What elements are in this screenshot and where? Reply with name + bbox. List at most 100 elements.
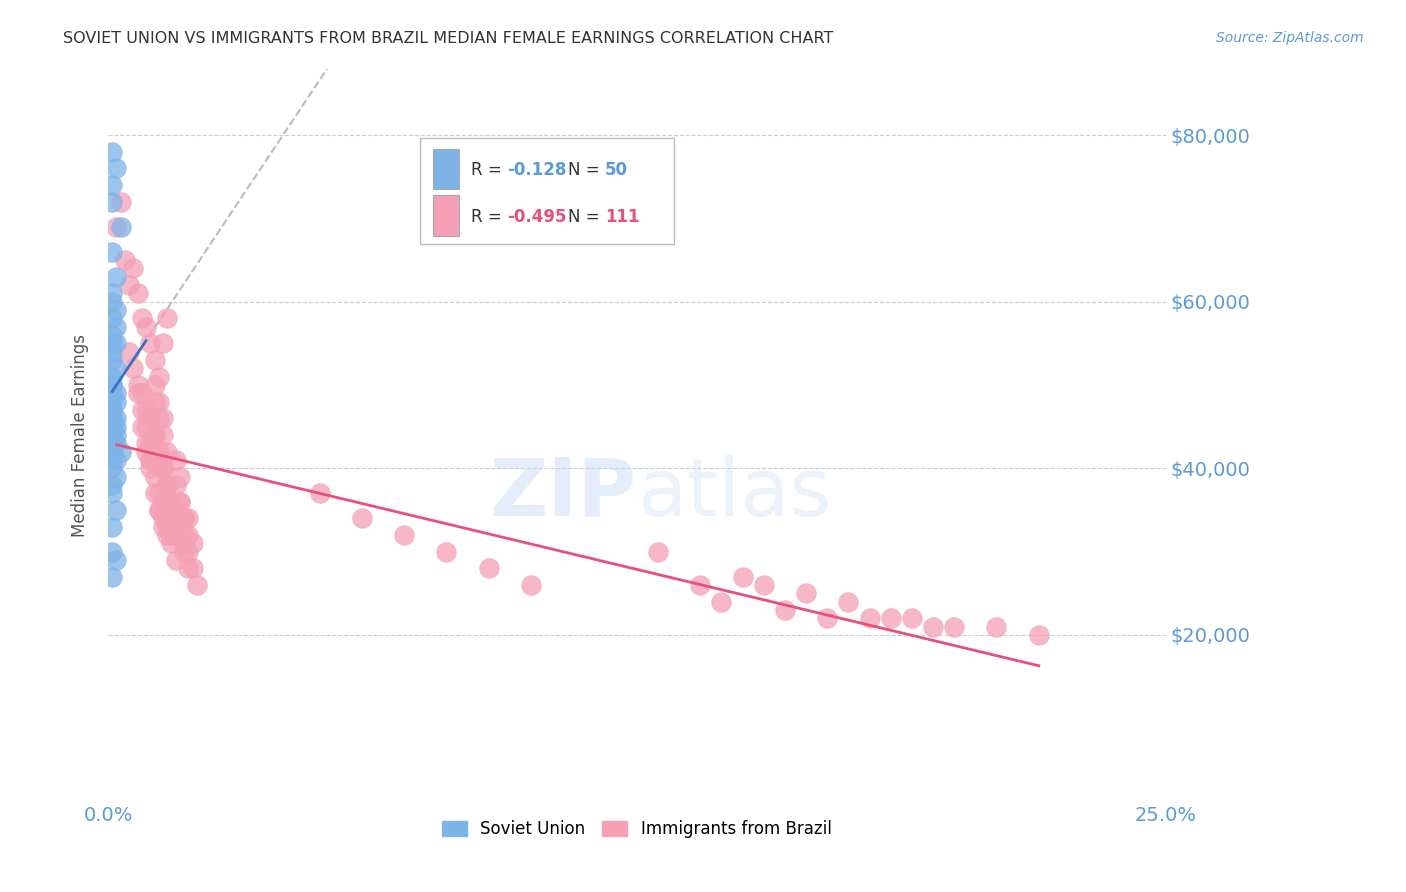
Point — [139, 453, 162, 467]
Text: R =: R = — [471, 208, 506, 226]
Point — [1028, 628, 1050, 642]
Point — [101, 294, 124, 309]
Point — [156, 528, 179, 542]
Point — [101, 419, 124, 434]
Point — [160, 519, 183, 533]
Point — [731, 569, 754, 583]
Point — [148, 503, 170, 517]
Bar — [433, 195, 460, 235]
Point — [173, 536, 195, 550]
Point — [148, 394, 170, 409]
Point — [156, 519, 179, 533]
Point — [478, 561, 501, 575]
Point — [110, 194, 132, 209]
Text: R =: R = — [471, 161, 506, 178]
Bar — [433, 149, 460, 189]
Point — [520, 578, 543, 592]
Point — [165, 528, 187, 542]
Point — [181, 536, 204, 550]
Point — [139, 436, 162, 450]
Point — [181, 561, 204, 575]
Point — [143, 428, 166, 442]
Point — [101, 145, 124, 159]
Point — [105, 361, 128, 376]
Point — [101, 403, 124, 417]
Point — [101, 416, 124, 430]
Point — [152, 519, 174, 533]
Point — [131, 311, 153, 326]
Point — [156, 311, 179, 326]
Point — [169, 494, 191, 508]
Point — [177, 544, 200, 558]
Text: ZIP: ZIP — [489, 455, 637, 533]
Point — [135, 444, 157, 458]
Point — [647, 544, 669, 558]
Point — [148, 503, 170, 517]
Text: 50: 50 — [605, 161, 628, 178]
Point — [169, 519, 191, 533]
Point — [152, 428, 174, 442]
Point — [105, 269, 128, 284]
Point — [101, 394, 124, 409]
Y-axis label: Median Female Earnings: Median Female Earnings — [72, 334, 89, 537]
Point — [131, 419, 153, 434]
Point — [105, 453, 128, 467]
Point — [156, 494, 179, 508]
Point — [186, 578, 208, 592]
Legend: Soviet Union, Immigrants from Brazil: Soviet Union, Immigrants from Brazil — [436, 814, 838, 845]
Point — [101, 378, 124, 392]
Point — [858, 611, 880, 625]
Point — [837, 594, 859, 608]
FancyBboxPatch shape — [420, 138, 673, 244]
Point — [101, 424, 124, 438]
Point — [148, 486, 170, 500]
Point — [773, 603, 796, 617]
Point — [101, 478, 124, 492]
Point — [177, 561, 200, 575]
Point — [105, 436, 128, 450]
Point — [101, 178, 124, 193]
Point — [135, 436, 157, 450]
Point — [165, 553, 187, 567]
Text: 111: 111 — [605, 208, 640, 226]
Point — [152, 494, 174, 508]
Text: -0.495: -0.495 — [506, 208, 567, 226]
Point — [105, 419, 128, 434]
Point — [173, 544, 195, 558]
Point — [131, 386, 153, 401]
Point — [177, 528, 200, 542]
Point — [152, 461, 174, 475]
Point — [127, 378, 149, 392]
Point — [152, 511, 174, 525]
Point — [105, 161, 128, 176]
Point — [143, 394, 166, 409]
Point — [156, 478, 179, 492]
Point — [101, 386, 124, 401]
Point — [105, 411, 128, 425]
Point — [105, 469, 128, 483]
Text: N =: N = — [568, 208, 605, 226]
Point — [152, 411, 174, 425]
Text: Source: ZipAtlas.com: Source: ZipAtlas.com — [1216, 31, 1364, 45]
Point — [101, 436, 124, 450]
Point — [118, 278, 141, 293]
Point — [135, 319, 157, 334]
Point — [101, 194, 124, 209]
Point — [105, 553, 128, 567]
Point — [105, 394, 128, 409]
Point — [101, 311, 124, 326]
Point — [165, 478, 187, 492]
Text: atlas: atlas — [637, 455, 831, 533]
Point — [350, 511, 373, 525]
Point — [922, 620, 945, 634]
Point — [101, 244, 124, 259]
Point — [308, 486, 330, 500]
Point — [110, 219, 132, 234]
Point — [156, 478, 179, 492]
Point — [101, 428, 124, 442]
Point — [105, 336, 128, 351]
Point — [135, 403, 157, 417]
Point — [101, 411, 124, 425]
Point — [152, 461, 174, 475]
Point — [143, 428, 166, 442]
